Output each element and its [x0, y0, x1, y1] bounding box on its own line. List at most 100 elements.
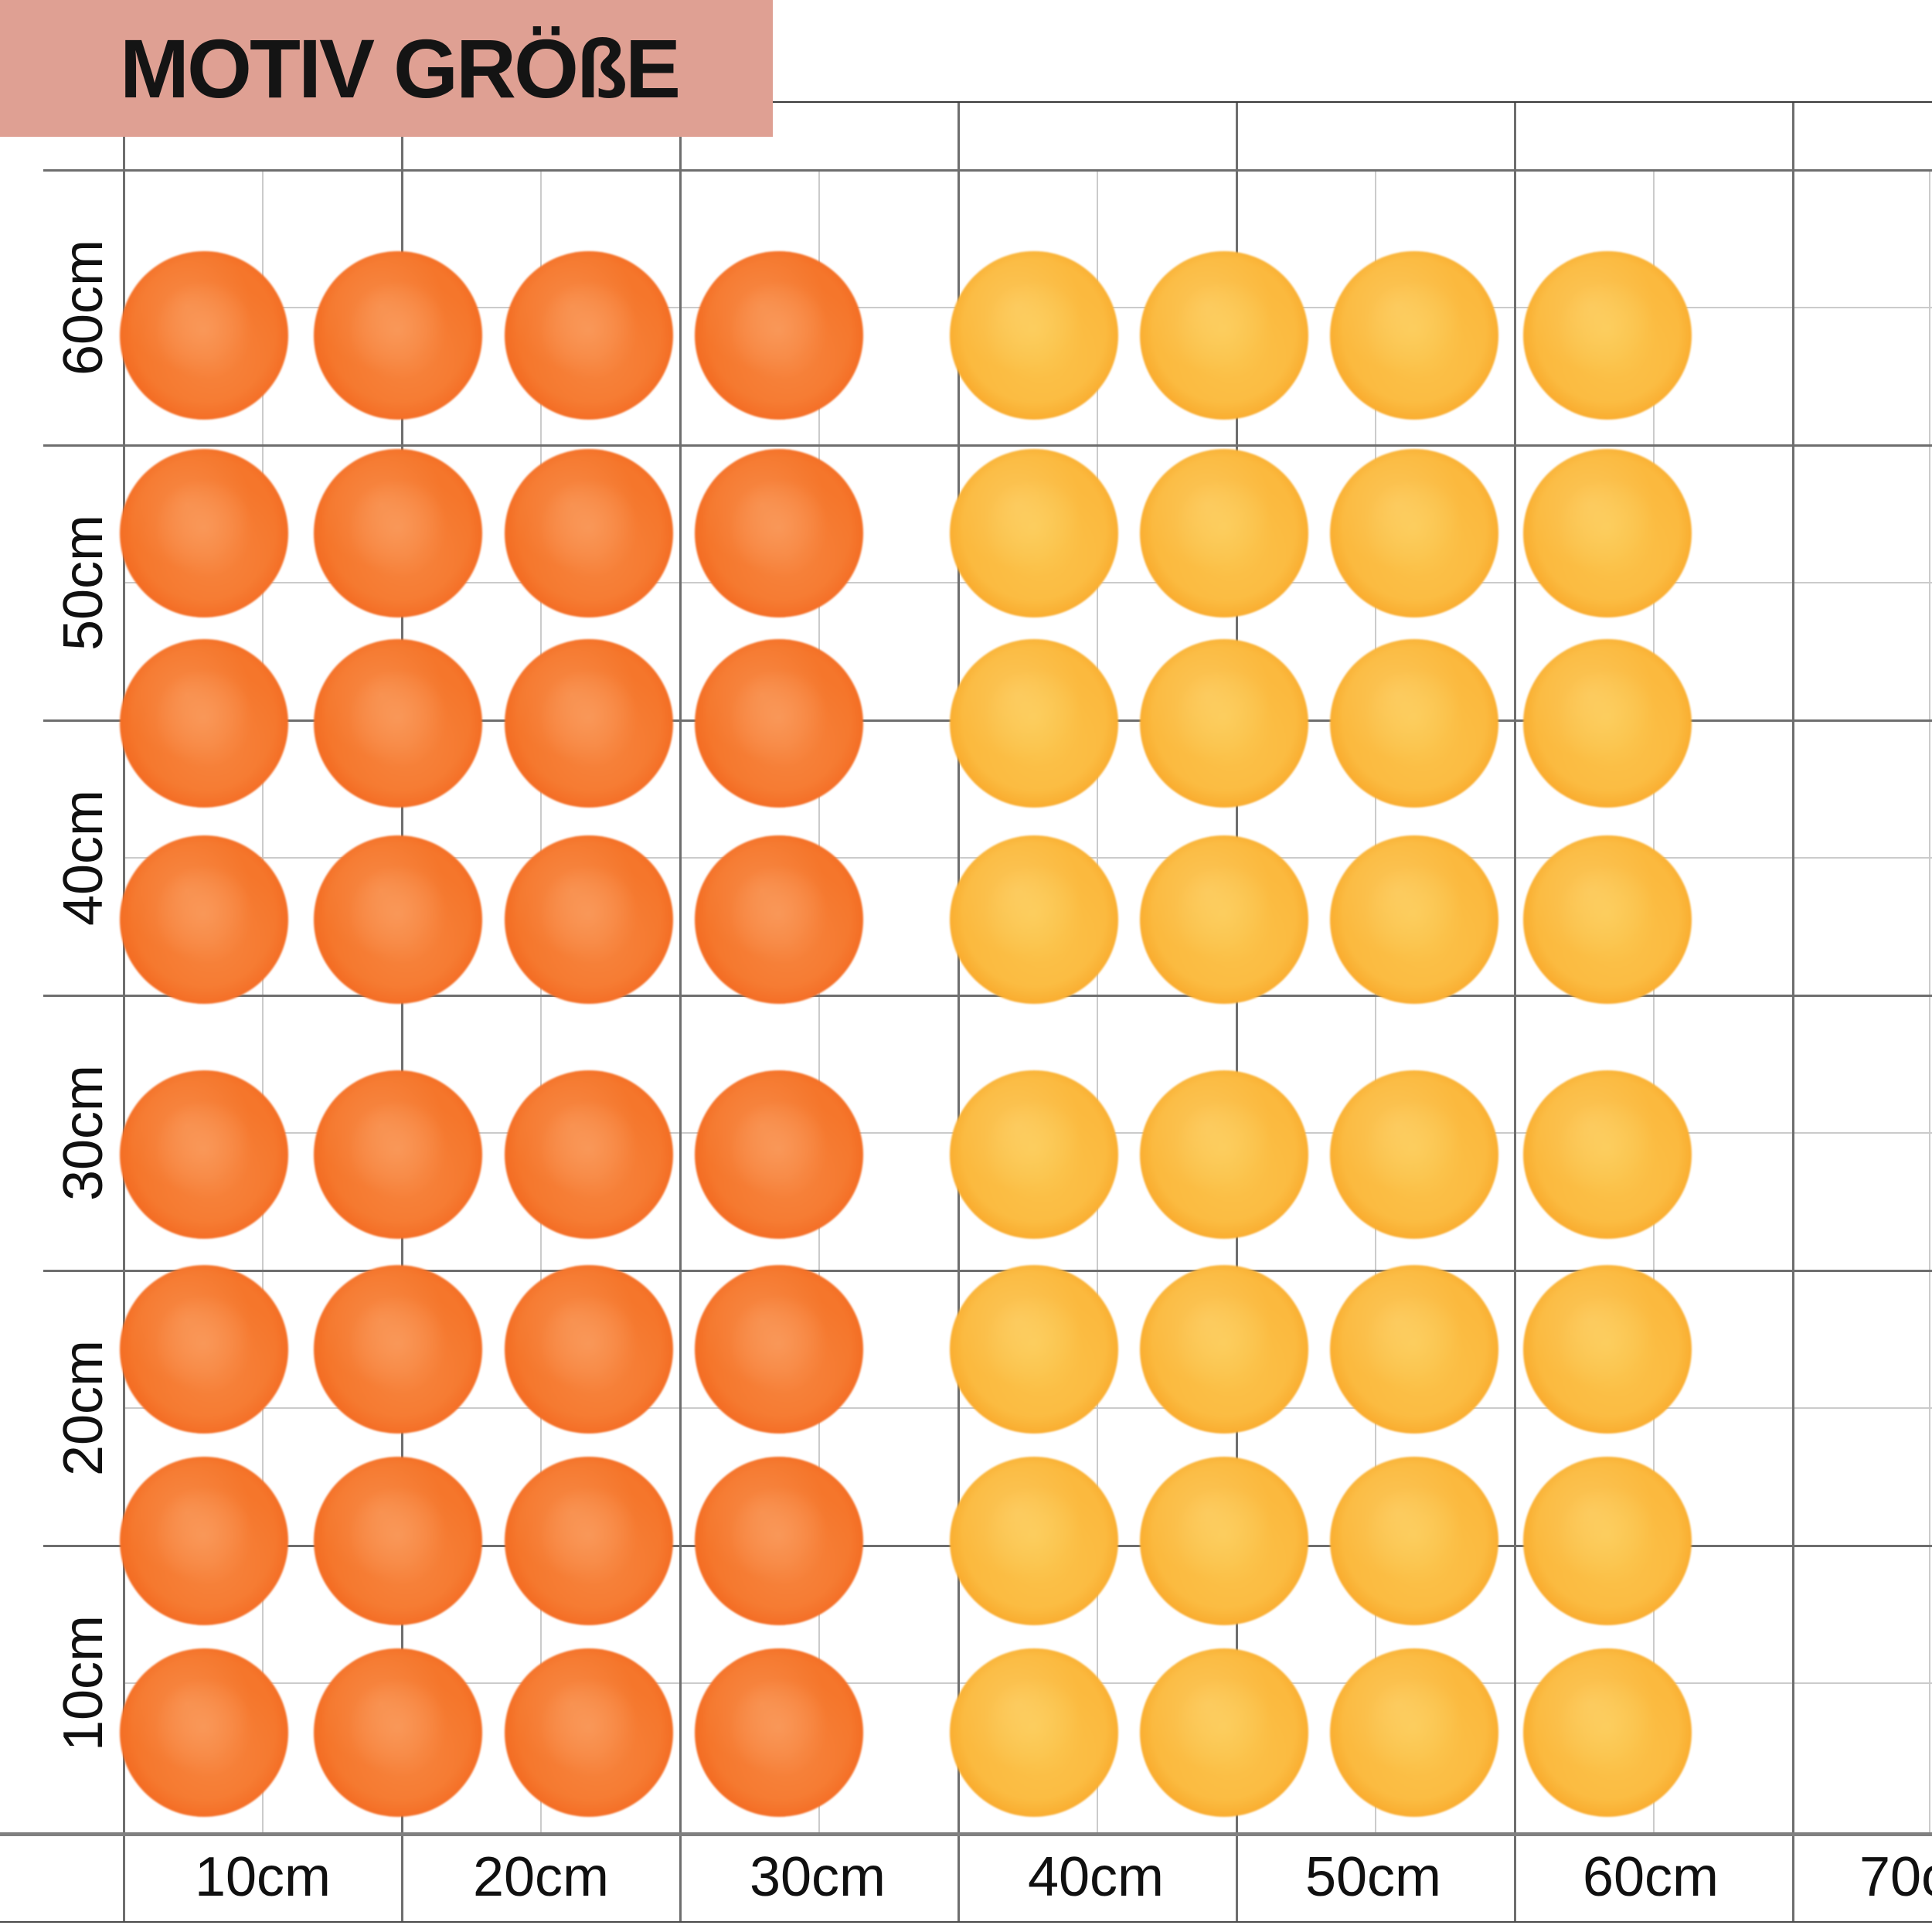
- y-axis-tick-label: 50cm: [53, 514, 114, 651]
- motif-dot-orange: [120, 1070, 288, 1239]
- motif-dot-orange: [505, 835, 673, 1004]
- motif-dot-yellow: [1140, 1070, 1308, 1239]
- y-axis-tick-label: 60cm: [53, 239, 114, 376]
- motif-dot-orange: [695, 639, 863, 808]
- motif-dot-yellow: [1523, 639, 1692, 808]
- motif-dot-yellow: [1330, 251, 1498, 420]
- x-axis-tick-label: 50cm: [1304, 1846, 1442, 1908]
- motif-dot-yellow: [1140, 1648, 1308, 1817]
- header-banner: MOTIV GRÖßE: [0, 0, 773, 137]
- motif-dot-orange: [505, 449, 673, 617]
- motif-dot-orange: [695, 835, 863, 1004]
- motif-dot-orange: [695, 251, 863, 420]
- y-axis-tick-label: 40cm: [53, 789, 114, 927]
- motif-dot-yellow: [950, 449, 1118, 617]
- grid-line-vertical-minor: [1375, 171, 1376, 1832]
- motif-dot-orange: [120, 1648, 288, 1817]
- grid-line-vertical-major: [957, 101, 960, 1923]
- motif-dot-yellow: [1330, 1070, 1498, 1239]
- x-axis-tick-label: 40cm: [1027, 1846, 1165, 1908]
- grid-line-vertical-minor: [1097, 171, 1098, 1832]
- y-axis-tick-label: 10cm: [53, 1614, 114, 1752]
- chart-bottom-border-line: [0, 1921, 1932, 1923]
- grid-line-vertical-minor: [262, 171, 264, 1832]
- grid-top-boundary-line: [43, 101, 1932, 103]
- grid-line-vertical-minor: [818, 171, 820, 1832]
- motif-dot-yellow: [1140, 449, 1308, 617]
- motif-dot-orange: [120, 449, 288, 617]
- grid-line-vertical-minor: [1929, 171, 1930, 1832]
- motif-dot-orange: [314, 835, 482, 1004]
- motif-dot-orange: [695, 1265, 863, 1434]
- grid-line-vertical-major: [1514, 101, 1516, 1923]
- x-axis-tick-label: 60cm: [1582, 1846, 1719, 1908]
- motif-dot-yellow: [950, 1457, 1118, 1625]
- motif-dot-orange: [120, 251, 288, 420]
- motif-dot-orange: [314, 1070, 482, 1239]
- grid-line-vertical-major: [1236, 101, 1238, 1923]
- motif-dot-yellow: [1140, 1265, 1308, 1434]
- motif-dot-orange: [314, 1648, 482, 1817]
- grid-line-vertical-major: [401, 101, 403, 1923]
- x-axis-tick-label: 70cm: [1859, 1846, 1932, 1908]
- y-axis-tick-label: 20cm: [53, 1339, 114, 1477]
- grid-line-horizontal-major: [43, 1270, 1932, 1272]
- motif-dot-orange: [120, 1457, 288, 1625]
- motif-dot-orange: [505, 1648, 673, 1817]
- page-title: MOTIV GRÖßE: [120, 21, 681, 115]
- motif-dot-yellow: [1140, 251, 1308, 420]
- motif-dot-orange: [505, 251, 673, 420]
- motif-dot-orange: [314, 639, 482, 808]
- motif-dot-yellow: [1330, 1265, 1498, 1434]
- motif-dot-yellow: [1523, 449, 1692, 617]
- grid-line-vertical-major: [1792, 101, 1794, 1923]
- grid-line-horizontal-major: [43, 444, 1932, 447]
- y-axis-tick-label: 30cm: [53, 1064, 114, 1202]
- motif-dot-orange: [695, 1457, 863, 1625]
- grid-line-vertical-minor: [540, 171, 542, 1832]
- x-axis-tick-label: 10cm: [194, 1846, 332, 1908]
- motif-dot-yellow: [1523, 1070, 1692, 1239]
- x-axis-line: [0, 1832, 1932, 1836]
- x-axis-tick-label: 30cm: [749, 1846, 886, 1908]
- motif-dot-orange: [314, 449, 482, 617]
- grid-line-horizontal-major: [43, 995, 1932, 997]
- motif-dot-orange: [120, 639, 288, 808]
- motif-dot-orange: [505, 1070, 673, 1239]
- motif-dot-yellow: [1523, 1648, 1692, 1817]
- motif-dot-yellow: [1140, 835, 1308, 1004]
- motif-dot-yellow: [1523, 1265, 1692, 1434]
- motif-dot-orange: [505, 1457, 673, 1625]
- motif-dot-orange: [505, 1265, 673, 1434]
- motif-dot-yellow: [950, 251, 1118, 420]
- motif-dot-orange: [314, 1265, 482, 1434]
- motif-dot-yellow: [950, 1070, 1118, 1239]
- motif-dot-yellow: [950, 835, 1118, 1004]
- motif-dot-yellow: [1330, 639, 1498, 808]
- motif-dot-orange: [314, 1457, 482, 1625]
- motif-dot-yellow: [1523, 1457, 1692, 1625]
- motif-dot-orange: [505, 639, 673, 808]
- motif-dot-yellow: [950, 1265, 1118, 1434]
- motif-dot-orange: [695, 449, 863, 617]
- motif-dot-yellow: [1330, 835, 1498, 1004]
- motif-dot-orange: [120, 835, 288, 1004]
- motif-dot-yellow: [1523, 835, 1692, 1004]
- motif-dot-orange: [695, 1648, 863, 1817]
- motif-dot-yellow: [950, 639, 1118, 808]
- motif-dot-yellow: [1330, 1457, 1498, 1625]
- motif-dot-yellow: [1140, 1457, 1308, 1625]
- motif-dot-yellow: [950, 1648, 1118, 1817]
- grid-line-vertical-minor: [1653, 171, 1655, 1832]
- grid-line-vertical-major: [679, 101, 682, 1923]
- grid-line-vertical-major: [123, 101, 125, 1923]
- motif-dot-yellow: [1140, 639, 1308, 808]
- grid-line-horizontal-major: [43, 169, 1932, 172]
- motif-dot-orange: [314, 251, 482, 420]
- x-axis-tick-label: 20cm: [472, 1846, 610, 1908]
- motif-dot-orange: [695, 1070, 863, 1239]
- motif-dot-orange: [120, 1265, 288, 1434]
- motif-dot-yellow: [1330, 449, 1498, 617]
- motif-dot-yellow: [1523, 251, 1692, 420]
